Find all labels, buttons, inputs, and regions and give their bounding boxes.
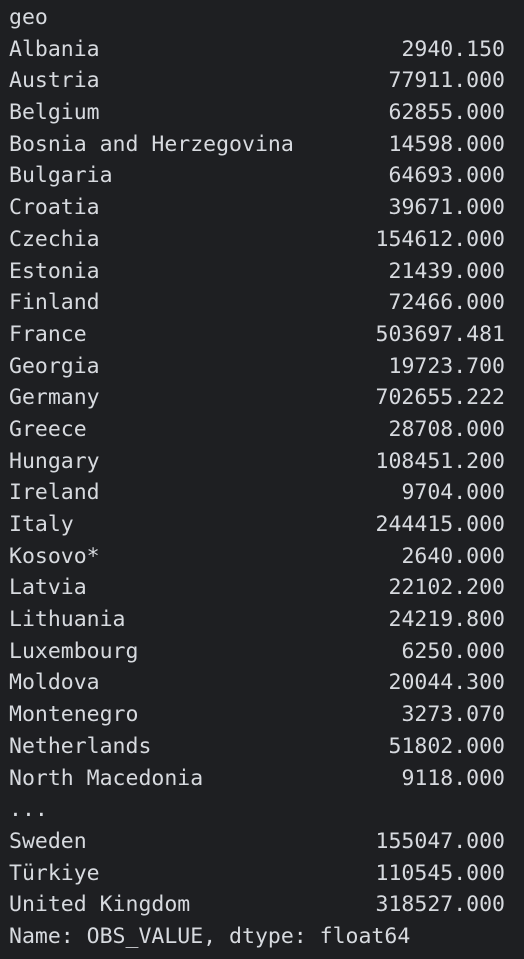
index-name: geo bbox=[9, 5, 48, 30]
row-label: Lithuania bbox=[9, 607, 126, 633]
row-label: Austria bbox=[9, 68, 100, 94]
row-label: Bosnia and Herzegovina bbox=[9, 131, 294, 157]
row-value: 9704.000 bbox=[401, 480, 505, 506]
row-value: 2940.150 bbox=[401, 36, 505, 62]
row-value: 62855.000 bbox=[388, 100, 506, 126]
row-value: 64693.000 bbox=[388, 163, 506, 189]
row-label: Latvia bbox=[9, 575, 87, 601]
row-label: Bulgaria bbox=[9, 163, 113, 189]
series-row: North Macedonia 9118.000 bbox=[9, 763, 524, 795]
row-label: Netherlands bbox=[9, 733, 152, 759]
row-label: Czechia bbox=[9, 226, 100, 252]
series-row: Lithuania 24219.800 bbox=[9, 604, 524, 636]
series-row: Ireland 9704.000 bbox=[9, 477, 524, 509]
row-label: Montenegro bbox=[9, 702, 139, 728]
series-row: Sweden 155047.000 bbox=[9, 826, 524, 858]
row-value: 108451.200 bbox=[375, 448, 505, 474]
row-value: 19723.700 bbox=[388, 353, 506, 379]
row-label: Hungary bbox=[9, 448, 100, 474]
series-row: Kosovo* 2640.000 bbox=[9, 541, 524, 573]
row-value: 22102.200 bbox=[388, 575, 506, 601]
row-value: 77911.000 bbox=[388, 68, 506, 94]
series-row: Albania 2940.150 bbox=[9, 34, 524, 66]
row-label: Finland bbox=[9, 290, 100, 316]
row-value: 503697.481 bbox=[375, 321, 505, 347]
row-value: 155047.000 bbox=[375, 828, 505, 854]
row-label: Italy bbox=[9, 512, 74, 537]
row-value: 244415.000 bbox=[375, 512, 505, 537]
series-row: Bosnia and Herzegovina 14598.000 bbox=[9, 129, 524, 161]
series-row: Montenegro 3273.070 bbox=[9, 699, 524, 731]
series-row: Finland 72466.000 bbox=[9, 287, 524, 319]
series-row: Georgia 19723.700 bbox=[9, 351, 524, 383]
row-value: 9118.000 bbox=[401, 765, 505, 791]
series-row: Greece 28708.000 bbox=[9, 414, 524, 446]
row-label: Georgia bbox=[9, 353, 100, 379]
series-row: Germany 702655.222 bbox=[9, 382, 524, 414]
series-row: United Kingdom 318527.000 bbox=[9, 889, 524, 921]
row-value: 51802.000 bbox=[388, 733, 506, 759]
series-footer: Name: OBS_VALUE, dtype: float64 bbox=[9, 923, 411, 949]
series-row: Moldova 20044.300 bbox=[9, 667, 524, 699]
row-label: United Kingdom bbox=[9, 892, 191, 918]
row-label: Greece bbox=[9, 416, 87, 442]
series-row: France 503697.481 bbox=[9, 319, 524, 351]
series-row: Belgium 62855.000 bbox=[9, 97, 524, 129]
row-value: 6250.000 bbox=[401, 638, 505, 664]
series-row: Hungary 108451.200 bbox=[9, 446, 524, 478]
series-row: Czechia 154612.000 bbox=[9, 224, 524, 256]
row-label: France bbox=[9, 321, 87, 347]
row-label: Belgium bbox=[9, 100, 100, 126]
series-row: Croatia 39671.000 bbox=[9, 192, 524, 224]
row-value: 72466.000 bbox=[388, 290, 506, 316]
series-row: Bulgaria 64693.000 bbox=[9, 160, 524, 192]
truncation-ellipsis: ... bbox=[9, 797, 48, 823]
row-value: 28708.000 bbox=[388, 416, 506, 442]
row-label: Germany bbox=[9, 385, 100, 411]
row-value: 24219.800 bbox=[388, 607, 506, 633]
row-value: 702655.222 bbox=[375, 385, 505, 411]
row-label: Moldova bbox=[9, 670, 100, 696]
row-value: 21439.000 bbox=[388, 258, 506, 284]
row-value: 318527.000 bbox=[375, 892, 505, 918]
row-label: Ireland bbox=[9, 480, 100, 506]
series-row: Italy 244415.000 bbox=[9, 509, 524, 541]
row-label: Türkiye bbox=[9, 860, 100, 886]
row-value: 14598.000 bbox=[388, 131, 506, 157]
series-row: Latvia 22102.200 bbox=[9, 572, 524, 604]
row-value: 39671.000 bbox=[388, 195, 506, 221]
row-value: 20044.300 bbox=[388, 670, 506, 696]
row-label: Albania bbox=[9, 36, 100, 62]
row-label: Kosovo* bbox=[9, 543, 100, 569]
series-row: Türkiye 110545.000 bbox=[9, 858, 524, 890]
row-value: 154612.000 bbox=[375, 226, 505, 252]
row-label: Sweden bbox=[9, 828, 87, 854]
row-label: Estonia bbox=[9, 258, 100, 284]
series-row: Luxembourg 6250.000 bbox=[9, 636, 524, 668]
row-label: Croatia bbox=[9, 195, 100, 221]
row-value: 2640.000 bbox=[401, 543, 505, 569]
row-value: 110545.000 bbox=[375, 860, 505, 886]
series-row: Austria 77911.000 bbox=[9, 65, 524, 97]
series-row: Netherlands 51802.000 bbox=[9, 731, 524, 763]
series-row: Estonia 21439.000 bbox=[9, 256, 524, 288]
row-value: 3273.070 bbox=[401, 702, 505, 728]
row-label: Luxembourg bbox=[9, 638, 139, 664]
row-label: North Macedonia bbox=[9, 765, 204, 791]
